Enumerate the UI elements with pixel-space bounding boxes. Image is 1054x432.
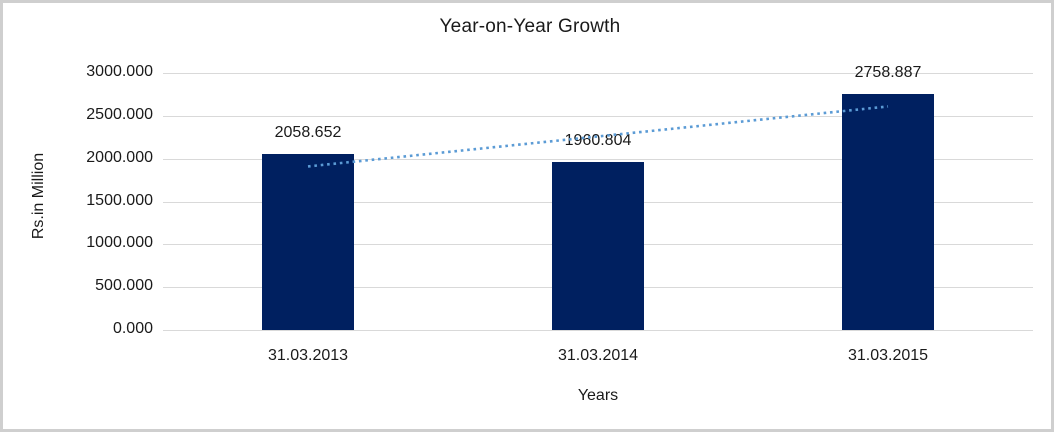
chart-title: Year-on-Year Growth (439, 16, 621, 37)
y-axis-tick-label: 1500.000 (86, 191, 153, 209)
bar (262, 153, 354, 330)
plot-area: 2058.652 1960.804 2758.887 (163, 64, 1033, 331)
y-axis-tick-label: 0.000 (112, 320, 153, 337)
gridline (163, 115, 1033, 117)
y-axis-tick-label: 3000.000 (86, 63, 153, 80)
trendline (307, 105, 889, 168)
y-axis-tick-label: 2000.000 (86, 148, 153, 166)
bar-value-label: 2758.887 (854, 63, 922, 81)
bar (552, 162, 644, 330)
bar (842, 93, 934, 330)
x-axis-category-label: 31.03.2013 (267, 347, 349, 364)
bar-value-label: 1960.804 (564, 132, 632, 150)
x-axis-category-label: 31.03.2014 (557, 347, 639, 364)
gridline (163, 73, 1033, 74)
y-axis-tick-label: 500.000 (95, 277, 153, 295)
y-axis-tick-label: 2500.000 (86, 105, 153, 123)
x-axis-title: Years (577, 387, 619, 404)
gridline (163, 158, 1033, 160)
gridline (163, 330, 1033, 331)
x-axis-category-label: 31.03.2015 (847, 347, 929, 364)
bar-value-label: 2058.652 (274, 123, 342, 141)
y-axis-tick-label: 1000.000 (86, 234, 153, 252)
